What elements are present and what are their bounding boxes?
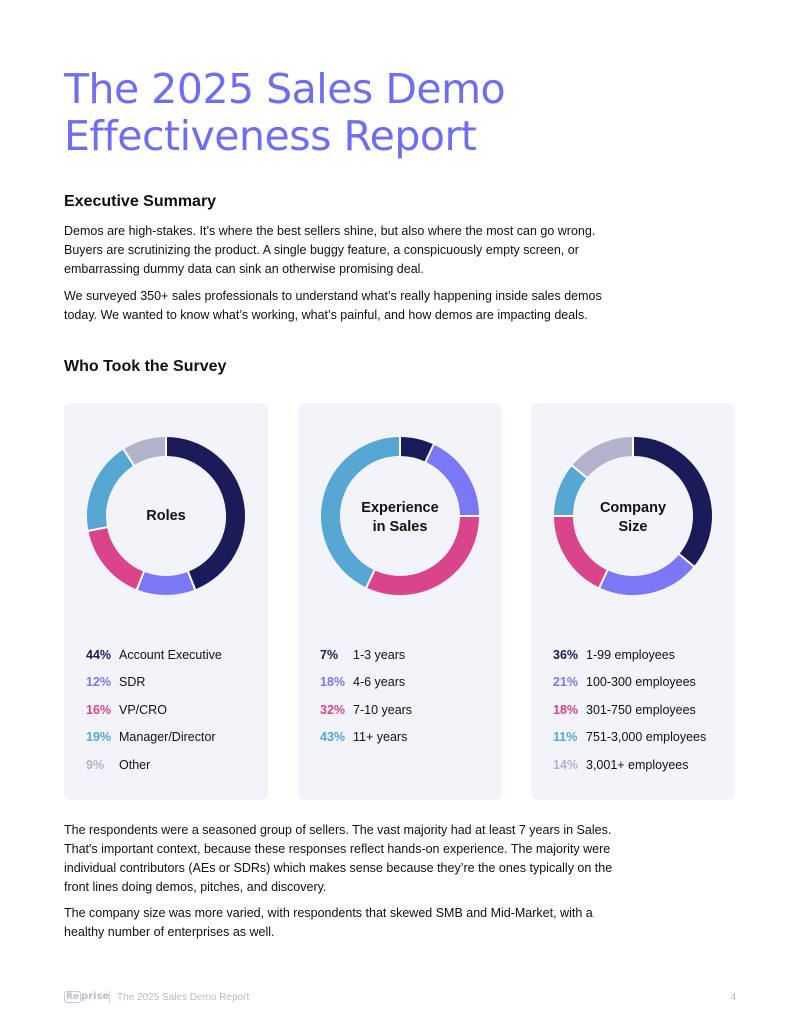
slice-separator <box>570 464 589 480</box>
legend-label: 11+ years <box>353 730 408 745</box>
legend-item: 12% SDR <box>86 669 222 697</box>
company-size-donut-chart <box>553 436 712 595</box>
donut-slice-1 <box>632 437 712 567</box>
legend-percent: 7% <box>320 647 339 662</box>
donut-slice-4 <box>554 465 588 517</box>
legend-label: 751-3,000 employees <box>586 730 707 745</box>
slice-separator <box>677 552 696 568</box>
slice-separator <box>122 447 136 467</box>
legend-label: 1-3 years <box>353 647 406 662</box>
legend-label: 3,001+ employees <box>586 757 689 772</box>
legend-label: Manager/Director <box>119 730 216 745</box>
footer-report-name: The 2025 Sales Demo Report <box>117 992 250 1003</box>
experience-donut-chart <box>321 436 480 595</box>
legend-label: 7-10 years <box>353 702 413 717</box>
legend-label: 100-300 employees <box>586 675 696 690</box>
center-label-line: in Sales <box>372 519 428 535</box>
page-footer: Re prise The 2025 Sales Demo Report 4 <box>64 990 736 1006</box>
legend-percent: 11% <box>553 730 578 745</box>
legend-percent: 16% <box>86 702 112 717</box>
legend-item: 7% 1-3 years <box>320 641 412 669</box>
experience-card: Experience in Sales 7% 1-3 years 18% 4-6 ye… <box>298 403 502 800</box>
roles-card: Roles 44% Account Executive 12% SDR 16% VP/CR… <box>64 403 268 800</box>
report-title: The 2025 Sales Demo Effectiveness Report <box>64 65 506 160</box>
legend-item: 18% 4-6 years <box>320 669 412 697</box>
legend-label: SDR <box>119 675 146 690</box>
legend-label: VP/CRO <box>119 702 167 717</box>
legend-percent: 32% <box>320 702 346 717</box>
donut-slice-5 <box>572 437 634 479</box>
legend-percent: 36% <box>553 647 579 662</box>
legend-label: 1-99 employees <box>586 647 675 662</box>
legend-item: 32% 7-10 years <box>320 696 412 724</box>
donut-slice-3 <box>554 515 608 588</box>
legend-item: 43% 11+ years <box>320 724 412 752</box>
company-size-card: Company Size 36% 1-99 employees 21% 100-300… <box>531 403 735 800</box>
legend-percent: 21% <box>553 675 579 690</box>
company-size-legend: 36% 1-99 employees 21% 100-300 employees 18%… <box>553 641 706 779</box>
slice-separator <box>87 526 109 532</box>
legend-percent: 19% <box>86 730 112 745</box>
roles-legend: 44% Account Executive 12% SDR 16% VP/CRO 19% Ma… <box>86 641 222 779</box>
legend-percent: 12% <box>86 675 112 690</box>
donut-slice-1 <box>399 437 434 462</box>
legend-percent: 43% <box>320 730 346 745</box>
center-label-line: Roles <box>146 508 186 524</box>
center-label-line: Experience <box>361 500 439 516</box>
page-number: 4 <box>730 992 736 1003</box>
roles-donut-chart <box>87 436 245 595</box>
donut-slice-5 <box>123 437 167 466</box>
center-label-line: Company <box>599 500 667 516</box>
legend-percent: 18% <box>553 702 579 717</box>
legend-percent: 44% <box>86 647 112 662</box>
roles-center-label: Roles <box>106 507 226 526</box>
legend-label: 4-6 years <box>353 675 406 690</box>
donut-slice-2 <box>425 444 479 517</box>
legend-item: 44% Account Executive <box>86 641 222 669</box>
center-label-line: Size <box>618 519 648 535</box>
legend-item: 9% Other <box>86 751 222 779</box>
legend-item: 19% Manager/Director <box>86 724 222 752</box>
legend-label: 301-750 employees <box>586 702 696 717</box>
survey-heading: Who Took the Survey <box>64 358 227 375</box>
legend-item: 16% VP/CRO <box>86 696 222 724</box>
slice-separator <box>135 570 146 591</box>
executive-summary-paragraph-2: We surveyed 350+ sales professionals to … <box>64 289 602 322</box>
legend-item: 21% 100-300 employees <box>553 669 706 697</box>
donut-slice-2 <box>136 571 196 595</box>
legend-label: Other <box>119 757 151 772</box>
donut-slice-1 <box>165 437 245 590</box>
analysis-paragraph-2: The company size was more varied, with r… <box>64 906 593 939</box>
donut-slice-4 <box>87 449 135 531</box>
legend-item: 18% 301-750 employees <box>553 696 706 724</box>
legend-item: 11% 751-3,000 employees <box>553 724 706 752</box>
executive-summary-paragraph-1: Demos are high-stakes. It’s where the be… <box>64 224 596 276</box>
slice-separator <box>424 443 435 464</box>
legend-percent: 9% <box>86 757 105 772</box>
slice-separator <box>365 568 376 589</box>
slice-separator <box>598 568 609 589</box>
donut-slice-3 <box>366 515 479 595</box>
footer-divider <box>109 991 110 1004</box>
legend-item: 14% 3,001+ employees <box>553 751 706 779</box>
company-size-center-label: Company Size <box>573 499 693 537</box>
legend-percent: 14% <box>553 757 579 772</box>
donut-slice-3 <box>88 526 145 590</box>
experience-center-label: Experience in Sales <box>340 499 460 537</box>
legend-percent: 18% <box>320 675 346 690</box>
analysis-paragraph-1: The respondents were a seasoned group of… <box>64 823 613 894</box>
experience-legend: 7% 1-3 years 18% 4-6 years 32% 7-10 years 43% 1… <box>320 641 412 751</box>
reprise-logo: Re prise <box>64 991 110 1003</box>
executive-summary-heading: Executive Summary <box>64 193 217 210</box>
donut-slice-2 <box>599 553 694 595</box>
slice-separator <box>186 570 197 591</box>
legend-label: Account Executive <box>119 647 222 662</box>
donut-slice-4 <box>321 437 401 588</box>
legend-item: 36% 1-99 employees <box>553 641 706 669</box>
